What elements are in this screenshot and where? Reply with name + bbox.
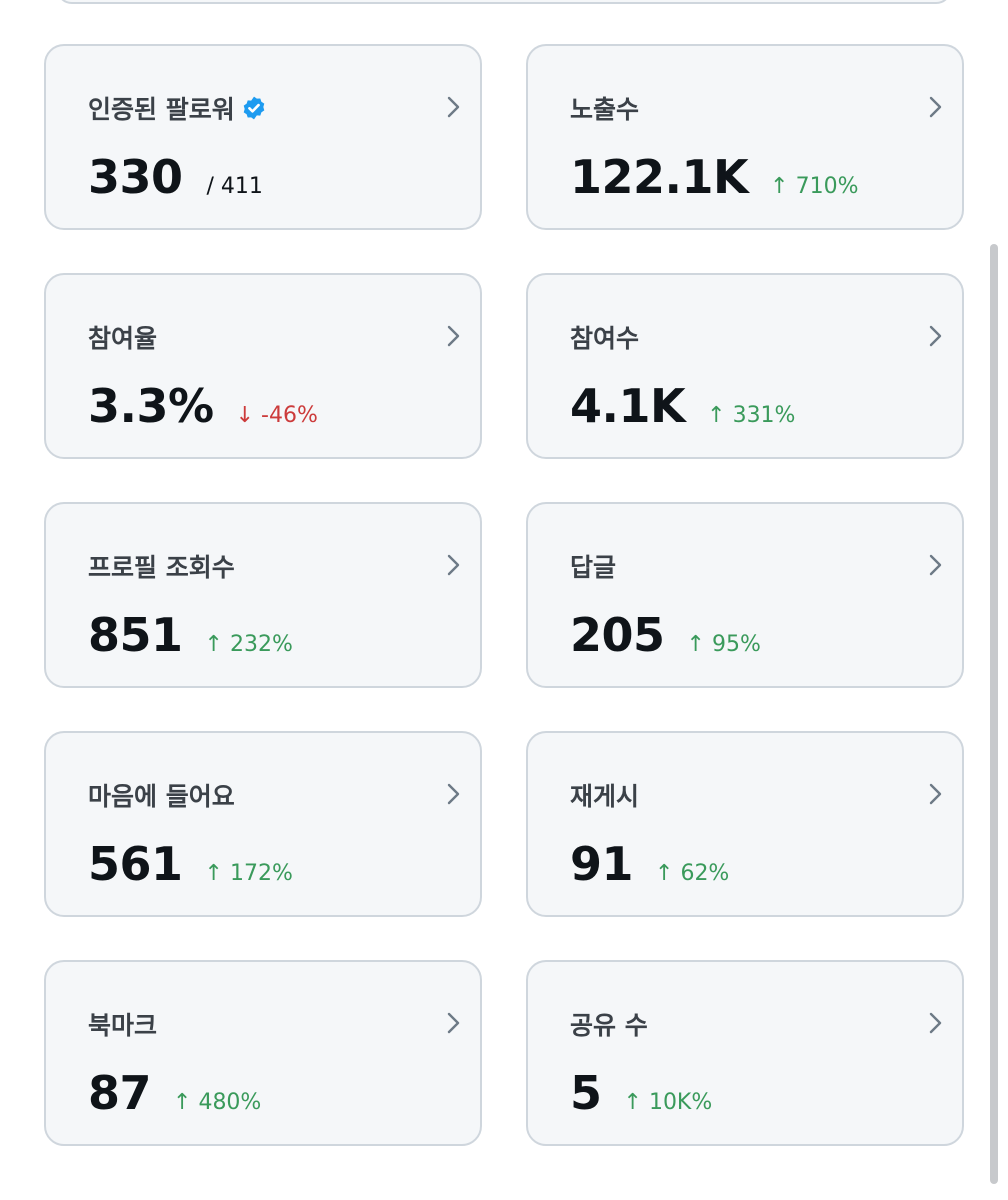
chevron-right-icon [447, 554, 460, 576]
card-shares[interactable]: 공유 수 5 ↑ 10K% [526, 960, 964, 1146]
chevron-right-icon [929, 1012, 942, 1034]
chevron-right-icon [929, 96, 942, 118]
metric-total: / 411 [206, 174, 263, 199]
card-title-text: 참여수 [570, 324, 640, 353]
card-title: 공유 수 [570, 1006, 648, 1042]
metric-value: 4.1K [570, 379, 686, 433]
card-title: 참여수 [570, 319, 639, 355]
card-title-text: 공유 수 [570, 1011, 648, 1040]
card-title: 노출수 [570, 90, 639, 126]
metric-delta: ↑ 62% [655, 861, 730, 886]
metric-value: 205 [570, 608, 665, 662]
metric-row: 851 ↑ 232% [88, 608, 293, 662]
metric-delta: ↑ 710% [770, 174, 859, 199]
card-impressions[interactable]: 노출수 122.1K ↑ 710% [526, 44, 964, 230]
verified-badge-icon [243, 96, 265, 120]
card-engagement-rate[interactable]: 참여율 3.3% ↓ -46% [44, 273, 482, 459]
metric-delta: ↑ 172% [204, 861, 293, 886]
metric-row: 205 ↑ 95% [570, 608, 761, 662]
card-title-text: 북마크 [88, 1011, 158, 1040]
metric-value: 122.1K [570, 150, 749, 204]
metric-value: 3.3% [88, 379, 214, 433]
metric-row: 122.1K ↑ 710% [570, 150, 858, 204]
card-likes[interactable]: 마음에 들어요 561 ↑ 172% [44, 731, 482, 917]
metric-delta: ↑ 10K% [623, 1090, 713, 1115]
card-title-text: 재게시 [570, 782, 640, 811]
chevron-right-icon [447, 1012, 460, 1034]
card-title-text: 프로필 조회수 [88, 553, 235, 582]
previous-card-edge [56, 0, 952, 4]
metric-row: 87 ↑ 480% [88, 1066, 261, 1120]
card-title: 재게시 [570, 777, 639, 813]
metric-row: 4.1K ↑ 331% [570, 379, 795, 433]
metric-row: 91 ↑ 62% [570, 837, 729, 891]
card-profile-visits[interactable]: 프로필 조회수 851 ↑ 232% [44, 502, 482, 688]
chevron-right-icon [447, 325, 460, 347]
scrollbar[interactable] [990, 244, 998, 1184]
metric-row: 5 ↑ 10K% [570, 1066, 712, 1120]
metric-row: 561 ↑ 172% [88, 837, 293, 891]
card-title-text: 답글 [570, 553, 617, 582]
chevron-right-icon [929, 783, 942, 805]
metric-value: 330 [88, 150, 183, 204]
card-title-text: 마음에 들어요 [88, 782, 235, 811]
analytics-grid: 인증된 팔로워 330 / 411 노출수 122.1K ↑ 710% 참여율 [44, 44, 966, 1148]
card-bookmarks[interactable]: 북마크 87 ↑ 480% [44, 960, 482, 1146]
card-title: 마음에 들어요 [88, 777, 235, 813]
card-title-text: 인증된 팔로워 [88, 95, 235, 124]
chevron-right-icon [447, 96, 460, 118]
chevron-right-icon [929, 325, 942, 347]
card-title: 참여율 [88, 319, 157, 355]
chevron-right-icon [929, 554, 942, 576]
card-title: 인증된 팔로워 [88, 90, 267, 126]
metric-value: 91 [570, 837, 634, 891]
metric-delta: ↑ 232% [204, 632, 293, 657]
metric-value: 561 [88, 837, 183, 891]
metric-delta: ↑ 331% [707, 403, 796, 428]
metric-value: 851 [88, 608, 183, 662]
card-title-text: 노출수 [570, 95, 640, 124]
card-title-text: 참여율 [88, 324, 158, 353]
card-reposts[interactable]: 재게시 91 ↑ 62% [526, 731, 964, 917]
metric-row: 3.3% ↓ -46% [88, 379, 318, 433]
metric-value: 5 [570, 1066, 602, 1120]
card-replies[interactable]: 답글 205 ↑ 95% [526, 502, 964, 688]
chevron-right-icon [447, 783, 460, 805]
card-title: 북마크 [88, 1006, 157, 1042]
metric-delta: ↑ 480% [173, 1090, 262, 1115]
card-engagements[interactable]: 참여수 4.1K ↑ 331% [526, 273, 964, 459]
metric-delta: ↑ 95% [686, 632, 761, 657]
card-verified-followers[interactable]: 인증된 팔로워 330 / 411 [44, 44, 482, 230]
metric-delta: ↓ -46% [235, 403, 318, 428]
card-title: 답글 [570, 548, 616, 584]
metric-value: 87 [88, 1066, 152, 1120]
metric-row: 330 / 411 [88, 150, 263, 204]
card-title: 프로필 조회수 [88, 548, 235, 584]
